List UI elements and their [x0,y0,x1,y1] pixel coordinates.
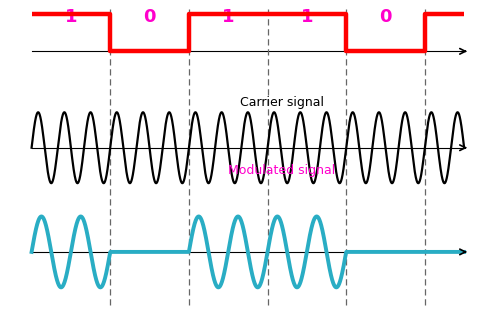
Text: 1: 1 [65,8,77,26]
Text: Carrier signal: Carrier signal [240,95,324,109]
Text: 1: 1 [301,8,313,26]
Text: 1: 1 [222,8,234,26]
Text: 0: 0 [379,8,392,26]
Text: 0: 0 [143,8,156,26]
Text: Modulated signal: Modulated signal [228,164,335,177]
